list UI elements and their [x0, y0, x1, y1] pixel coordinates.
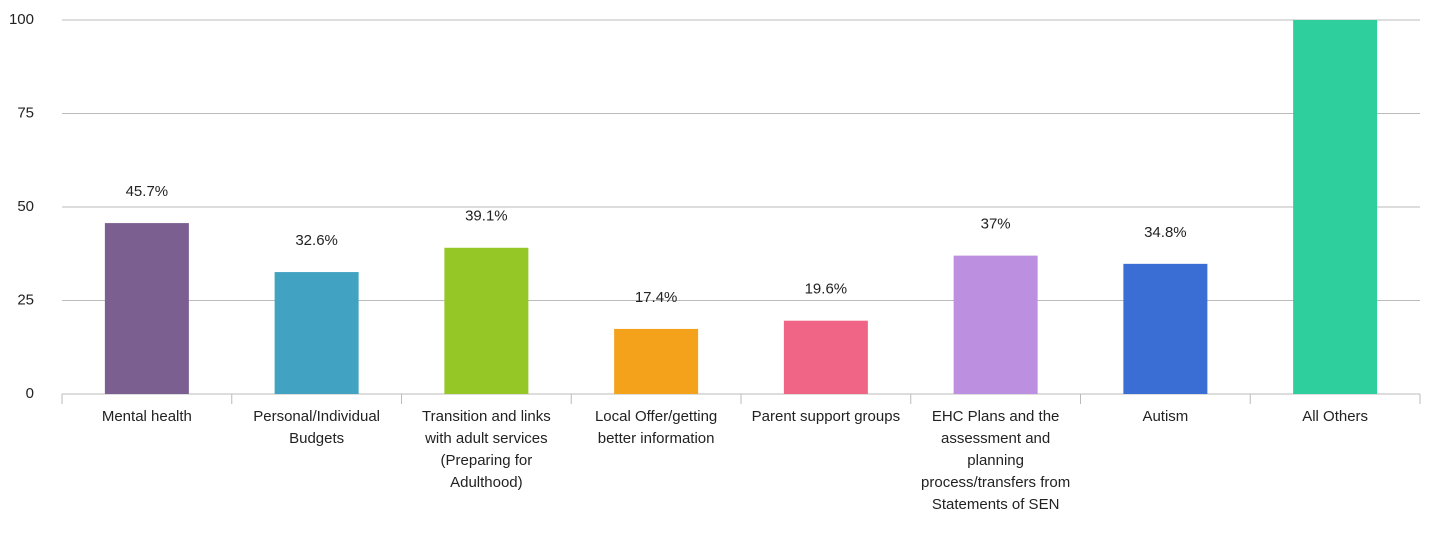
bar	[1293, 20, 1378, 394]
data-label: 37%	[981, 216, 1011, 233]
y-tick-label: 75	[17, 104, 34, 121]
x-tick-label: Mental health	[101, 408, 192, 425]
data-label: 32.6%	[295, 232, 338, 249]
y-tick-label: 50	[17, 198, 34, 215]
x-tick-label: Personal/Individual Budgets	[253, 408, 380, 447]
data-label: 34.8%	[1144, 224, 1187, 241]
bar	[783, 320, 868, 394]
bar	[444, 247, 529, 394]
y-tick-label: 0	[26, 385, 34, 402]
x-tick-label: Local Offer/getting better information	[594, 408, 718, 447]
data-label: 39.1%	[465, 208, 508, 225]
data-label: 45.7%	[126, 183, 169, 200]
bar	[104, 223, 189, 394]
y-tick-label: 100	[9, 11, 34, 28]
bar	[1123, 263, 1208, 394]
x-tick-label: EHC Plans and the assessment and plannin…	[921, 408, 1071, 513]
bar	[614, 328, 699, 394]
data-label: 17.4%	[635, 289, 678, 306]
y-tick-label: 25	[17, 291, 34, 308]
x-tick-label: All Others	[1302, 408, 1369, 425]
bar	[953, 255, 1038, 394]
x-tick-label: Transition and links with adult services…	[422, 408, 551, 491]
x-tick-label: Autism	[1142, 408, 1189, 425]
bar	[274, 272, 359, 394]
data-label: 19.6%	[805, 281, 848, 298]
x-tick-label: Parent support groups	[751, 408, 901, 425]
